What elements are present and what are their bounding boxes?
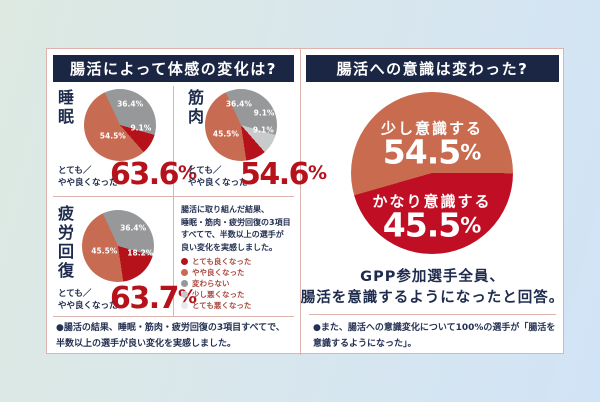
percent-sign: % — [460, 213, 482, 238]
footnote-line1: ●また、腸活への意識変化について100%の選手が「腸活を — [313, 323, 556, 333]
awareness-slice-value-somewhat: 54.5% — [383, 132, 481, 171]
total-number: 63.6 — [110, 157, 180, 192]
slice-number: 45.5 — [382, 205, 461, 245]
pie-slice-label: 9.1% — [252, 125, 274, 135]
pie-chart-sleep: 36.4% 9.1% 54.5% — [84, 89, 156, 161]
legend-dot-somewhat-better — [181, 269, 188, 276]
left-panel-header: 腸活によって体感の変化は? — [53, 55, 294, 82]
chart-title-muscle: 筋肉 — [185, 89, 204, 127]
statement-line2: 腸活を意識するようになったと回答。 — [300, 290, 565, 306]
right-panel-header: 腸活への意識は変わった? — [306, 55, 559, 82]
legend-dot-somewhat-worse — [181, 291, 188, 298]
left-grid-vertical-line — [173, 86, 174, 316]
pie-slice-label: 18.2% — [127, 248, 154, 258]
left-footnote-divider-line — [53, 316, 294, 317]
footnote-line2: 意識するようになった」。 — [313, 338, 417, 349]
legend-item: とても良くなった — [181, 256, 251, 267]
legend-item: やや良くなった — [181, 267, 251, 278]
total-label-sleep: とても／ やや良くなった — [58, 165, 118, 189]
summary-line: 腸活に取り組んだ結果、 — [181, 205, 269, 214]
percent-sign: % — [308, 162, 328, 184]
legend-dot-no-change — [181, 280, 188, 287]
right-footnote-divider-line — [309, 314, 556, 315]
total-label-line1: とても／ — [58, 289, 92, 299]
pie-slice-label: 54.5% — [99, 131, 126, 141]
percent-sign: % — [460, 140, 482, 165]
total-label-line1: とても／ — [188, 166, 222, 176]
total-label-line2: やや良くなった — [188, 178, 248, 188]
total-number: 54.6 — [240, 157, 310, 192]
slice-number: 54.5 — [382, 132, 461, 172]
total-label-muscle: とても／ やや良くなった — [188, 165, 248, 189]
total-label-line1: とても／ — [58, 166, 92, 176]
legend-label: 少し悪くなった — [192, 290, 245, 299]
awareness-slice-label-somewhat: 少し意識する — [380, 119, 484, 138]
summary-line: すべてで、半数以上の選手が — [181, 230, 284, 239]
footnote-line1: ●腸活の結果、睡眠・筋肉・疲労回復の3項目すべてで、 — [56, 323, 285, 333]
pie-chart-awareness: 少し意識する 54.5% かなり意識する 45.5% — [351, 92, 513, 254]
left-panel-footnote: ●腸活の結果、睡眠・筋肉・疲労回復の3項目すべてで、 半数以上の選手が良い変化を… — [56, 321, 296, 352]
left-header-text: 腸活によって体感の変化は? — [69, 60, 277, 78]
pie-slice-label: 45.5% — [91, 246, 118, 256]
footnote-line2: 半数以上の選手が良い変化を実感しました。 — [56, 338, 237, 349]
legend-item: とても悪くなった — [181, 300, 251, 311]
right-header-text: 腸活への意識は変わった? — [336, 60, 529, 78]
chart-title-sleep: 睡眠 — [55, 89, 74, 127]
total-label-line2: やや良くなった — [58, 178, 118, 188]
statement-line1: GPP参加選手全員、 — [360, 269, 505, 285]
right-panel-footnote: ●また、腸活への意識変化について100%の選手が「腸活を 意識するようになった」… — [313, 321, 559, 352]
legend-item: 変わらない — [181, 278, 251, 289]
awareness-slice-label-considerably: かなり意識する — [372, 192, 492, 211]
summary-text-box: 腸活に取り組んだ結果、 睡眠・筋肉・疲労回復の3項目 すべてで、半数以上の選手が… — [181, 204, 297, 254]
total-value-sleep: 63.6% — [110, 156, 197, 192]
pie-legend: とても良くなった やや良くなった 変わらない 少し悪くなった とても悪くなった — [181, 256, 251, 311]
pie-chart-muscle: 36.4% 9.1% 9.1% 45.5% — [205, 89, 277, 161]
pie-slice-label: 9.1% — [130, 123, 152, 133]
right-panel-statement: GPP参加選手全員、 腸活を意識するようになったと回答。 — [300, 267, 565, 309]
panel-divider-line — [300, 49, 301, 355]
chart-title-fatigue-recovery: 疲労回復 — [55, 205, 74, 281]
summary-line: 睡眠・筋肉・疲労回復の3項目 — [181, 217, 291, 227]
percent-sign: % — [178, 162, 198, 184]
left-grid-horizontal-line — [53, 196, 294, 197]
total-label-line2: やや良くなった — [58, 301, 118, 311]
legend-label: とても悪くなった — [192, 301, 252, 310]
pie-slice-label: 45.5% — [212, 129, 239, 139]
legend-item: 少し悪くなった — [181, 289, 251, 300]
legend-label: やや良くなった — [192, 268, 245, 277]
total-number: 63.7 — [110, 281, 180, 316]
pie-slice-label: 36.4% — [225, 99, 252, 109]
legend-dot-much-worse — [181, 302, 188, 309]
pie-slice-label: 36.4% — [120, 223, 147, 233]
awareness-slice-value-considerably: 45.5% — [383, 205, 481, 244]
total-label-fatigue-recovery: とても／ やや良くなった — [58, 288, 118, 312]
pie-slice-label: 9.1% — [253, 108, 275, 118]
total-value-muscle: 54.6% — [240, 156, 327, 192]
legend-dot-much-better — [181, 258, 188, 265]
pie-slice-label: 36.4% — [117, 99, 144, 109]
infographic-card: 腸活によって体感の変化は? 腸活への意識は変わった? 睡眠 36.4% 9.1%… — [46, 48, 565, 355]
summary-line: 良い変化を実感しました。 — [181, 242, 277, 252]
legend-label: とても良くなった — [192, 257, 252, 266]
legend-label: 変わらない — [192, 279, 230, 288]
pie-chart-fatigue-recovery: 36.4% 18.2% 45.5% — [82, 210, 154, 282]
